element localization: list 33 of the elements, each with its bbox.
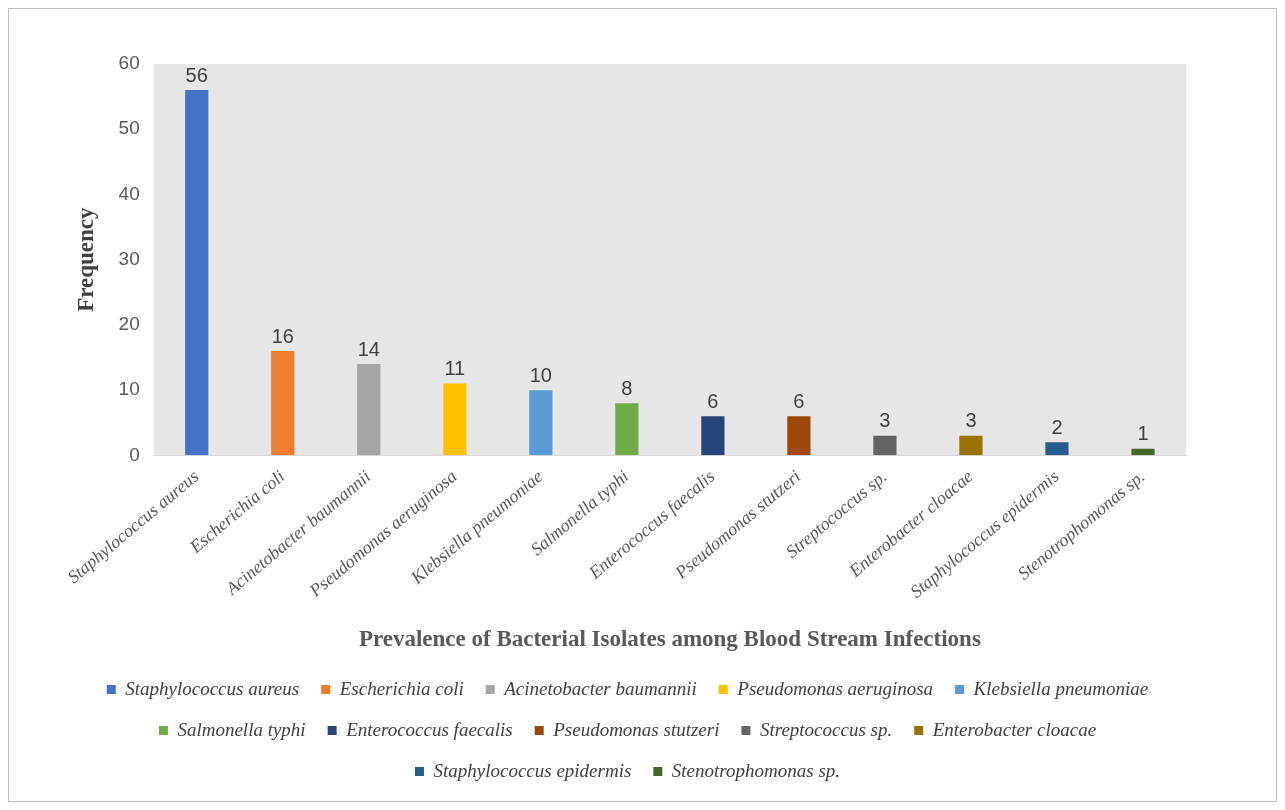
data-label: 14 [357, 337, 380, 360]
legend-label: Salmonella typhi [177, 718, 306, 740]
legend-label: Streptococcus sp. [759, 718, 893, 740]
y-axis-title: Frequency [72, 207, 98, 312]
x-axis-title: Prevalence of Bacterial Isolates among Blood Stream Infections [358, 626, 981, 652]
data-label: 56 [185, 63, 208, 86]
legend-label: Pseudomonas aeruginosa [736, 677, 934, 699]
legend-label: Klebsiella pneumoniae [972, 677, 1149, 699]
legend-label: Pseudomonas stutzeri [552, 718, 720, 740]
legend-label: Enterococcus faecalis [345, 718, 513, 740]
data-label: 6 [707, 389, 719, 412]
y-tick-label: 60 [118, 52, 140, 74]
y-tick-label: 10 [118, 378, 140, 400]
y-tick-label: 40 [118, 182, 140, 204]
data-label: 16 [271, 324, 294, 347]
data-label: 8 [621, 376, 633, 399]
y-tick-label: 20 [118, 313, 140, 335]
legend-label: Acinetobacter baumannii [502, 677, 697, 699]
y-tick-label: 0 [129, 443, 140, 465]
legend-label: Escherichia coli [338, 677, 464, 699]
data-label: 2 [1051, 415, 1063, 438]
y-tick-label: 50 [118, 117, 140, 139]
legend-label: Enterobacter cloacae [931, 718, 1097, 740]
data-label: 1 [1137, 422, 1149, 445]
legend-label: Staphylococcus epidermis [433, 759, 632, 781]
data-label: 11 [444, 357, 466, 380]
legend-label: Staphylococcus aureus [125, 677, 300, 699]
data-label: 3 [879, 409, 891, 432]
data-label: 6 [793, 389, 805, 412]
legend-label: Stenotrophomonas sp. [671, 759, 841, 781]
data-label: 3 [965, 409, 977, 432]
data-label: 10 [529, 363, 552, 386]
y-tick-label: 30 [118, 247, 140, 269]
